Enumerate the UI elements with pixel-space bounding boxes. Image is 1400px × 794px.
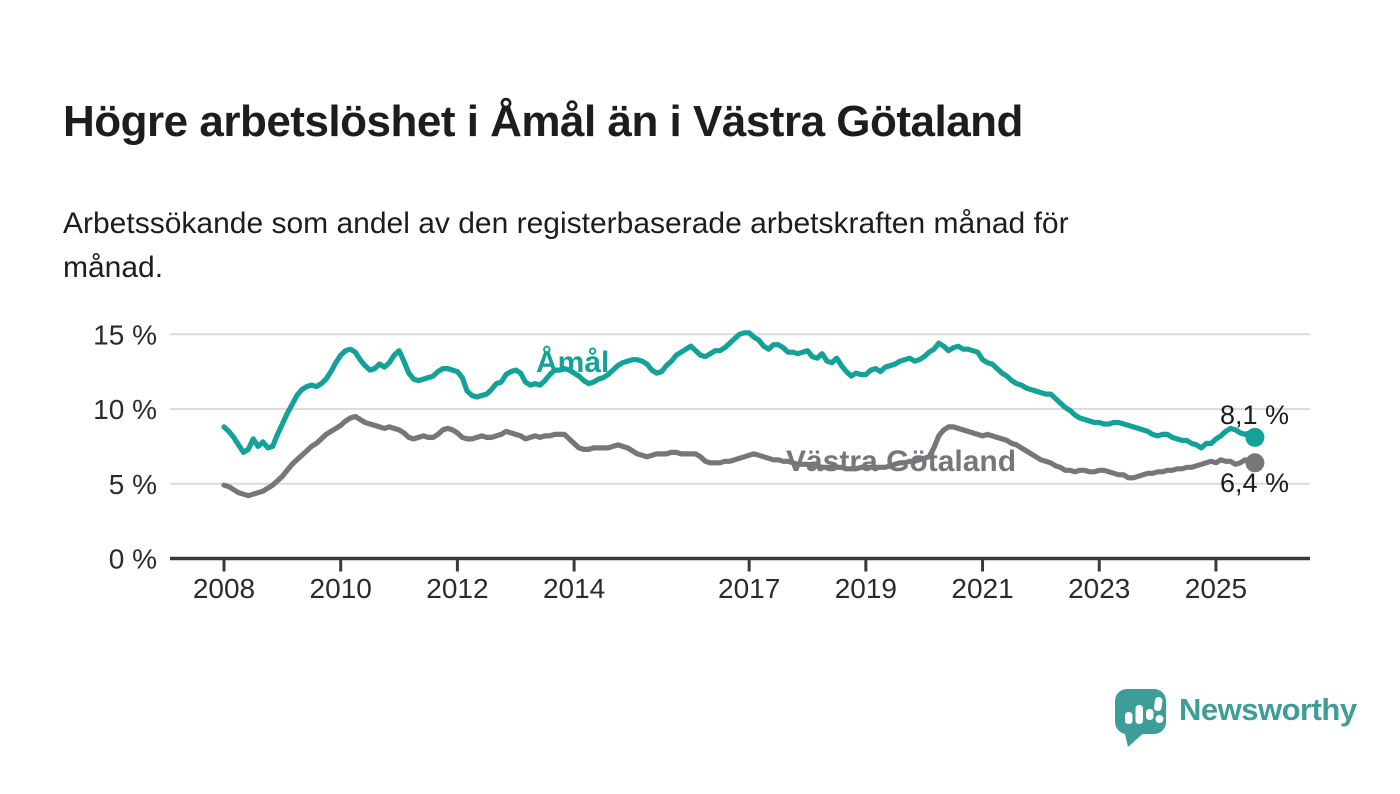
x-axis-label-2012: 2012 [426,573,488,604]
y-axis-label-5: 5 % [109,469,157,500]
x-axis-label-2017: 2017 [718,573,780,604]
series-line-vastra-gotaland [221,413,1258,499]
series-end-value-vastra-gotaland: 6,4 % [1220,468,1289,498]
x-axis-label-2010: 2010 [310,573,372,604]
x-axis-label-2008: 2008 [193,573,255,604]
newsworthy-logo: Newsworthy [1113,686,1357,748]
series-line-amal [221,330,1258,455]
page-subtitle: Arbetssökande som andel av den registerb… [63,207,1069,284]
series-label-vastra-gotaland: Västra Götaland [786,445,1016,478]
series-end-dot-vastra-gotaland [1245,453,1265,473]
page-title: Högre arbetslöshet i Åmål än i Västra Gö… [63,97,1023,147]
newsworthy-logo-text: Newsworthy [1179,692,1357,727]
series-label-amal: Åmål [536,346,609,379]
x-axis-label-2023: 2023 [1068,573,1130,604]
x-axis-label-2019: 2019 [835,573,897,604]
series-end-dot-amal [1245,427,1265,447]
y-axis-label-0: 0 % [109,544,157,575]
x-axis-label-2014: 2014 [543,573,605,604]
y-axis-label-10: 10 % [93,394,157,425]
newsworthy-bubble-chart-icon [1115,689,1166,747]
y-axis-label-15: 15 % [93,319,157,350]
x-axis-label-2025: 2025 [1185,573,1247,604]
series-end-value-amal: 8,1 % [1220,400,1289,430]
x-axis-label-2021: 2021 [951,573,1013,604]
